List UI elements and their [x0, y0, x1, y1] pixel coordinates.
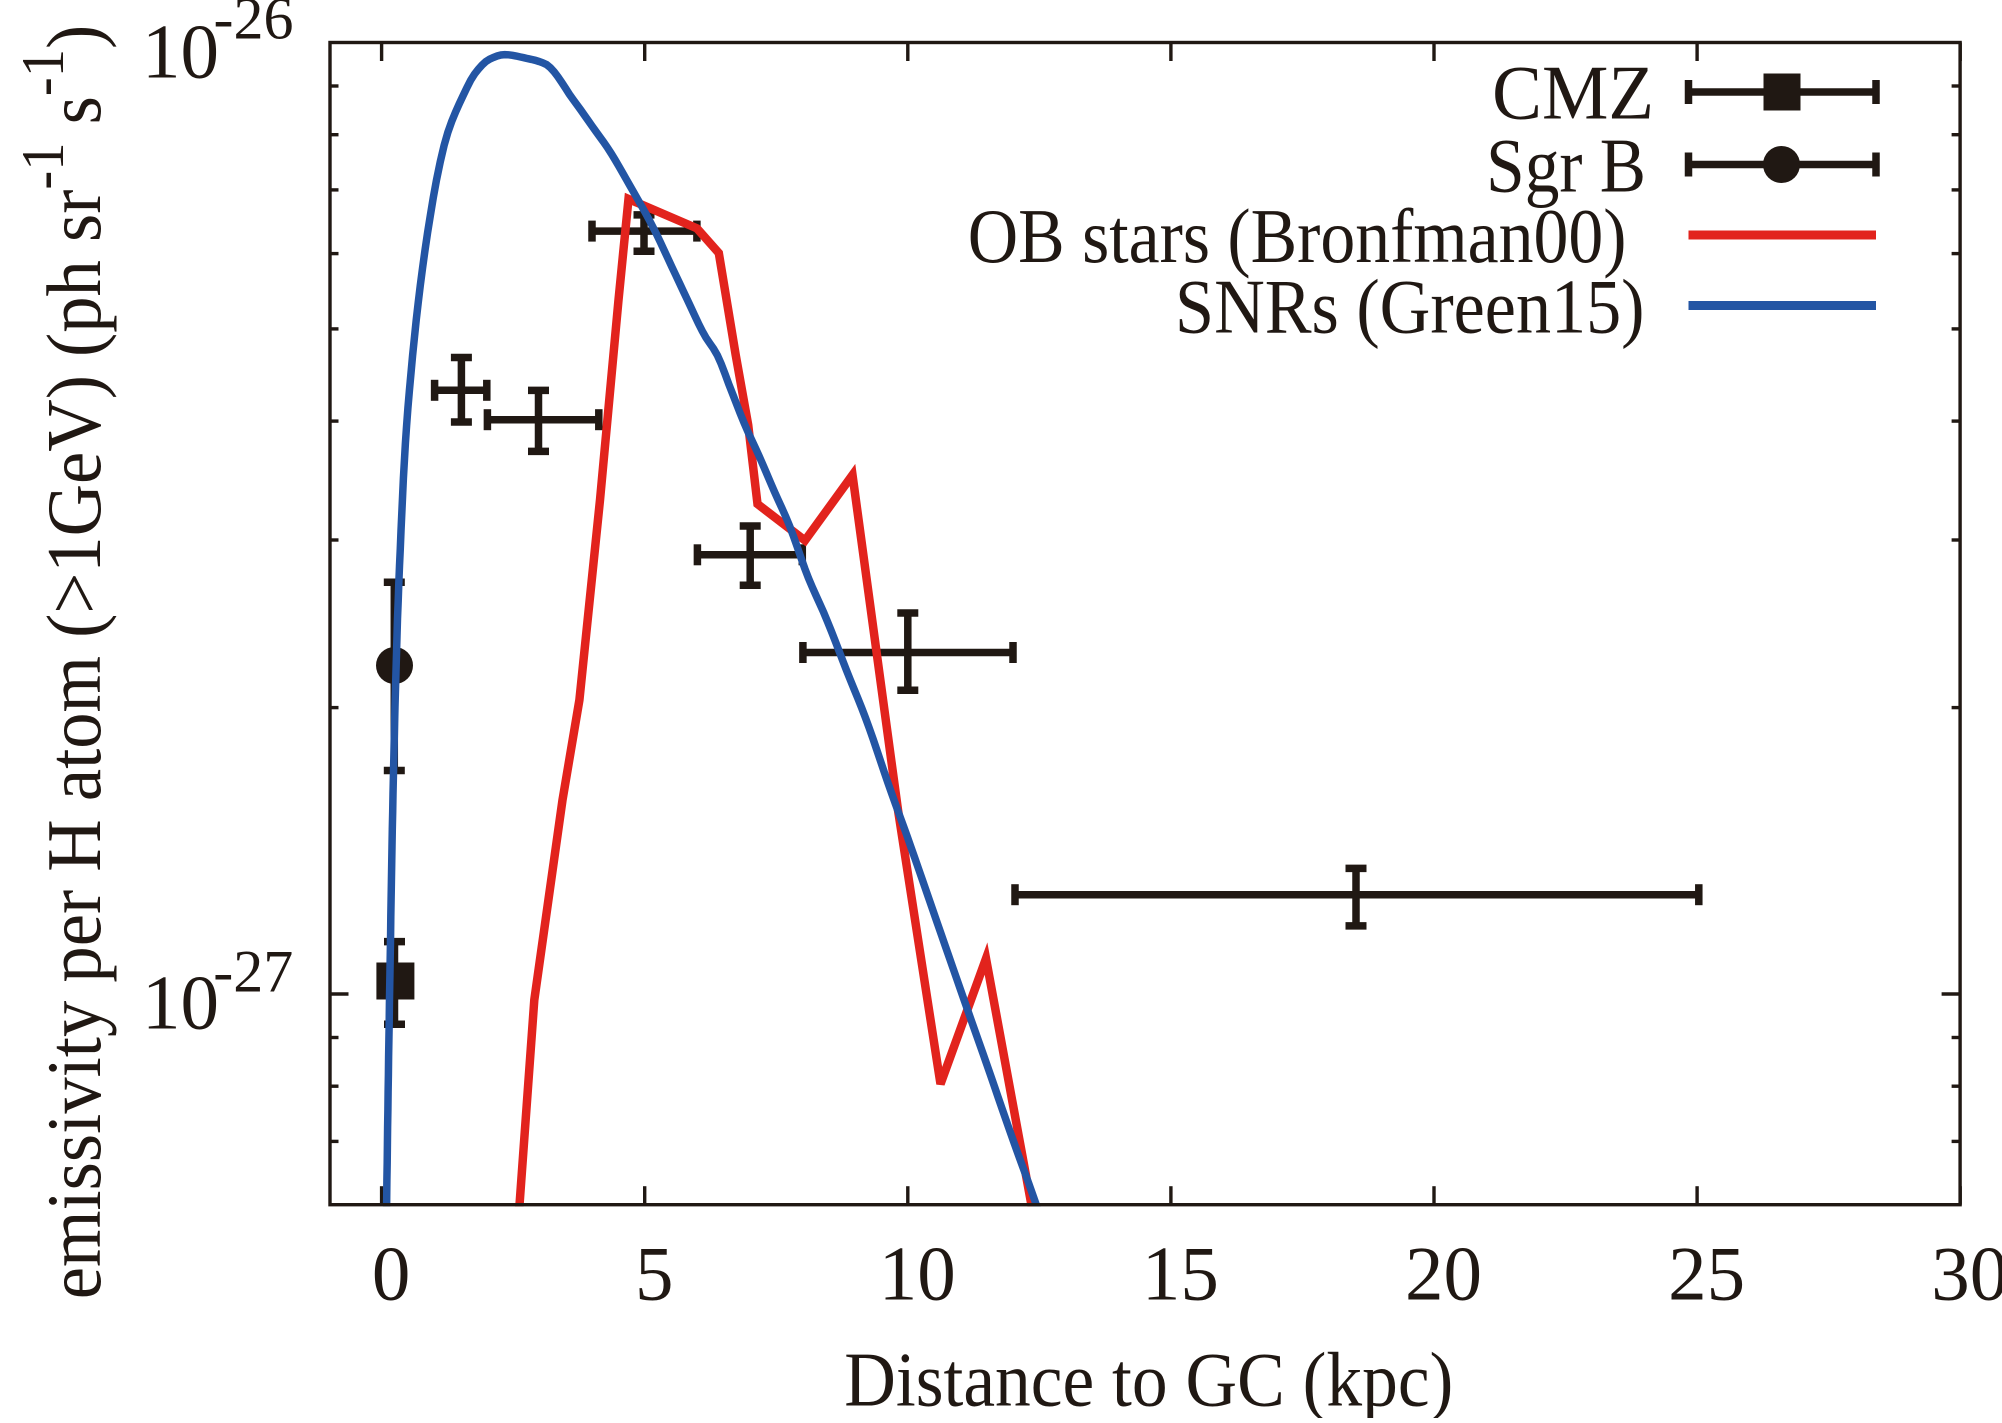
svg-text:30: 30 — [1931, 1231, 2002, 1317]
svg-text:25: 25 — [1668, 1231, 1745, 1317]
svg-text:-26: -26 — [214, 0, 294, 51]
svg-text:SNRs (Green15): SNRs (Green15) — [1175, 264, 1644, 350]
svg-text:20: 20 — [1405, 1231, 1482, 1317]
svg-text:10: 10 — [142, 8, 219, 94]
svg-text:10: 10 — [879, 1231, 956, 1317]
svg-text:Distance to GC (kpc): Distance to GC (kpc) — [844, 1338, 1453, 1418]
svg-text:0: 0 — [372, 1231, 411, 1317]
svg-text:10: 10 — [142, 960, 219, 1046]
svg-text:-27: -27 — [213, 938, 293, 1004]
svg-text:Sgr B: Sgr B — [1486, 123, 1646, 208]
svg-text:15: 15 — [1142, 1231, 1219, 1317]
svg-text:5: 5 — [635, 1231, 674, 1317]
svg-text:OB stars (Bronfman00): OB stars (Bronfman00) — [968, 194, 1627, 279]
svg-text:CMZ: CMZ — [1492, 50, 1654, 135]
